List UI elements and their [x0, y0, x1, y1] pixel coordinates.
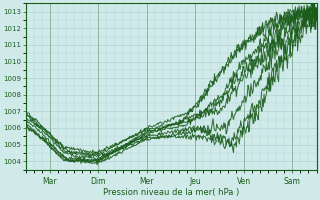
- X-axis label: Pression niveau de la mer( hPa ): Pression niveau de la mer( hPa ): [103, 188, 239, 197]
